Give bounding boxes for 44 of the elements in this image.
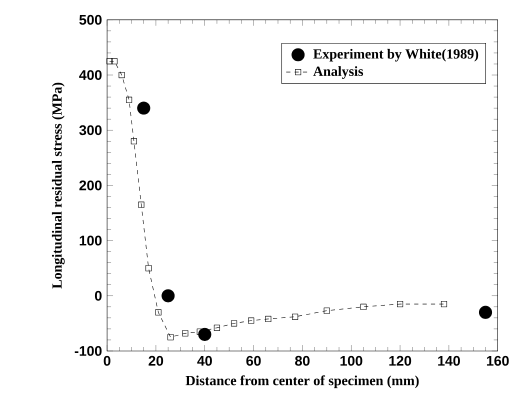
point [137,101,150,114]
point [214,324,220,331]
point [196,328,203,335]
point [324,307,330,314]
y-tick-label: 500 [79,14,102,25]
point [155,309,162,316]
y-axis-title: Longitudinal residual stress (MPa) [52,82,65,288]
point [265,316,272,322]
point [440,300,448,307]
point [292,313,298,320]
point [478,306,492,319]
y-tick-label: 100 [80,235,102,246]
x-tick-label: 120 [389,356,412,366]
x-axis-title: Distance from center of specimen (mm) [186,375,419,388]
point [248,317,254,324]
point [230,320,238,326]
legend-label: Experiment by White(1989) [313,48,478,62]
y-tick-label: 400 [79,70,102,80]
x-tick-label: 40 [197,356,212,366]
x-tick-label: 100 [340,356,362,366]
point [111,58,118,64]
point [130,138,138,144]
y-tick-label: 0 [94,290,102,300]
x-tick-label: 140 [438,356,460,366]
x-tick-label: 20 [148,356,164,366]
point [126,96,132,103]
x-tick-label: 60 [246,356,261,366]
point [396,300,404,307]
point [106,58,113,64]
y-tick-label: -100 [74,346,102,356]
point [162,289,175,302]
point [167,334,174,340]
point [360,304,367,310]
y-tick-label: 300 [79,125,102,135]
point [138,201,144,208]
point [118,72,125,78]
point [198,328,212,341]
x-tick-label: 0 [104,356,110,366]
point [182,330,188,336]
legend-label: Analysis [313,66,364,79]
point [146,264,152,272]
x-tick-label: 160 [486,356,509,366]
y-tick-label: 200 [79,180,102,190]
x-tick-label: 80 [295,356,310,366]
